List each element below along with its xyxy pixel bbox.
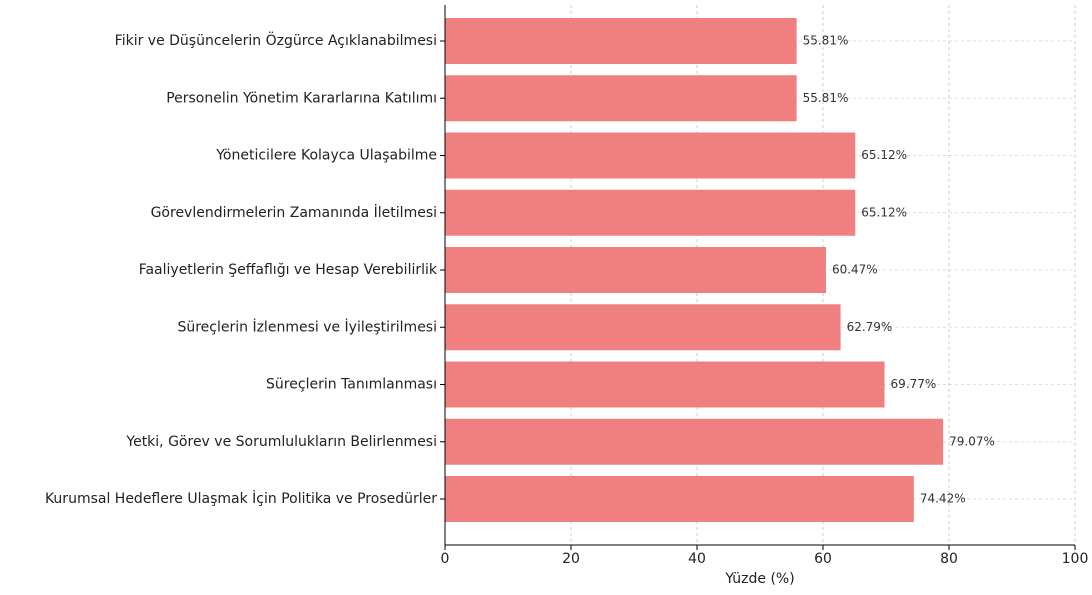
value-label: 55.81% (803, 91, 849, 105)
y-tick-label: Yetki, Görev ve Sorumlulukların Belirlen… (125, 434, 437, 450)
value-label: 69.77% (891, 377, 937, 391)
value-label: 62.79% (847, 320, 893, 334)
y-tick-label: Süreçlerin İzlenmesi ve İyileştirilmesi (177, 317, 437, 335)
bar (445, 476, 914, 522)
y-tick-label: Fikir ve Düşüncelerin Özgürce Açıklanabi… (115, 31, 437, 49)
value-label: 65.12% (861, 148, 907, 162)
y-tick-label: Faaliyetlerin Şeffaflığı ve Hesap Verebi… (139, 262, 438, 278)
bar (445, 361, 885, 408)
y-tick-label: Süreçlerin Tanımlanması (266, 377, 437, 393)
bar (445, 247, 826, 293)
y-tick-label: Kurumsal Hedeflere Ulaşmak İçin Politika… (45, 489, 437, 507)
bar (445, 132, 856, 179)
value-label: 60.47% (832, 263, 878, 277)
x-tick-label: 0 (441, 551, 450, 567)
bar (445, 75, 797, 122)
x-tick-label: 60 (814, 551, 832, 567)
bar (445, 418, 944, 465)
bar (445, 304, 841, 351)
value-label: 55.81% (803, 34, 849, 48)
y-tick-label: Yöneticilere Kolayca Ulaşabilme (215, 148, 437, 164)
x-tick-label: 20 (562, 551, 580, 567)
x-axis-label: Yüzde (%) (724, 571, 794, 587)
value-label: 79.07% (949, 434, 995, 448)
y-tick-label: Görevlendirmelerin Zamanında İletilmesi (151, 203, 437, 221)
x-tick-label: 40 (688, 551, 706, 567)
value-label: 65.12% (861, 205, 907, 219)
value-label: 74.42% (920, 492, 966, 506)
y-tick-label: Personelin Yönetim Kararlarına Katılımı (166, 90, 437, 106)
x-tick-label: 100 (1062, 551, 1089, 567)
bar (445, 18, 797, 64)
x-tick-label: 80 (940, 551, 958, 567)
bar (445, 189, 856, 236)
